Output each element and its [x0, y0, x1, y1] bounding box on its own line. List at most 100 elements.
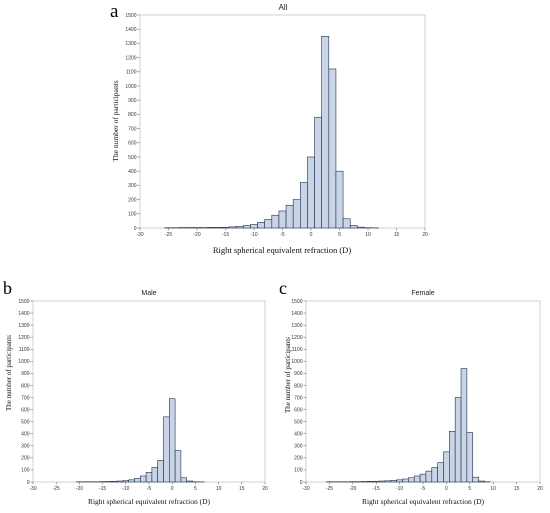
histogram-bar [250, 224, 258, 229]
histogram-bar [111, 480, 118, 483]
histogram-bar [140, 475, 147, 483]
y-tick-label: 1300 [125, 41, 136, 47]
histogram-bar [466, 432, 474, 483]
histogram-bar [292, 199, 301, 229]
histogram-bar [390, 480, 397, 483]
histogram-bar [235, 225, 244, 229]
histogram-bar [278, 210, 287, 229]
x-tick-label: -20 [193, 232, 200, 238]
y-tick-label: 800 [21, 383, 30, 389]
histogram-bar [384, 480, 392, 483]
y-tick-label: 1100 [19, 347, 30, 353]
x-tick-label: -25 [326, 486, 333, 492]
histogram-bar [163, 416, 170, 483]
plot-frame [32, 300, 266, 483]
y-tick-label: 1400 [291, 311, 302, 317]
plot-frame [139, 14, 426, 229]
histogram-bar [449, 431, 456, 483]
x-tick-label: -20 [349, 486, 356, 492]
x-tick-label: 5 [338, 232, 341, 238]
y-tick-label: 900 [128, 98, 137, 104]
histogram-bar [300, 182, 308, 229]
y-tick-label: 200 [21, 456, 30, 462]
y-tick-label: 500 [128, 155, 137, 161]
histogram-bar [271, 214, 280, 229]
histogram-bar [174, 450, 182, 483]
x-tick-label: 15 [239, 486, 245, 492]
x-tick-label: -10 [122, 486, 129, 492]
histogram-bar [478, 480, 485, 483]
y-tick-label: 700 [294, 395, 303, 401]
x-axis-label: Right spherical equivalent refraction (D… [88, 497, 211, 506]
y-tick-label: 0 [134, 226, 137, 232]
histogram-bar [443, 451, 450, 483]
y-tick-label: 1500 [291, 299, 302, 305]
x-tick-label: 15 [514, 486, 520, 492]
chart-panel-b: -30 -25 -20 -15 -10 -5 0 5 10 15 20010020030040050… [3, 278, 268, 506]
x-tick-label: 10 [490, 486, 496, 492]
histogram-bar [431, 467, 438, 483]
y-tick-label: 100 [294, 468, 303, 474]
histogram-bar [157, 459, 164, 483]
y-tick-label: 600 [128, 141, 137, 147]
histogram-bar [342, 218, 351, 229]
x-tick-label: 20 [422, 232, 428, 238]
y-tick-label: 600 [21, 407, 30, 413]
y-tick-label: 700 [128, 126, 137, 132]
y-tick-label: 1200 [125, 55, 136, 61]
y-tick-label: 600 [294, 407, 303, 413]
histogram-bar [207, 227, 216, 229]
histogram-bar [413, 475, 421, 483]
histogram-bar [314, 116, 322, 229]
histogram-bar [264, 219, 273, 229]
histogram-bar [437, 462, 444, 483]
x-tick-label: 20 [537, 486, 543, 492]
y-tick-label: 400 [21, 432, 30, 438]
histogram-bar [145, 472, 153, 483]
x-tick-label: 10 [216, 486, 222, 492]
x-tick-label: -15 [373, 486, 380, 492]
y-tick-label: 1500 [18, 299, 29, 305]
histogram-bar [221, 226, 230, 229]
y-tick-label: 200 [294, 456, 303, 462]
x-tick-label: 20 [262, 486, 268, 492]
panel-letter: b [3, 278, 12, 298]
x-tick-label: -10 [396, 486, 403, 492]
y-tick-label: 1400 [125, 27, 136, 33]
y-tick-label: 200 [128, 197, 137, 203]
histogram-bar [460, 368, 468, 483]
histogram-bar [128, 479, 135, 483]
x-tick-label: -30 [29, 486, 36, 492]
histogram-bar [425, 470, 433, 483]
x-tick-label: 0 [445, 486, 448, 492]
y-tick-label: 300 [21, 444, 30, 450]
y-tick-label: 400 [128, 169, 137, 175]
histogram-bar [454, 397, 462, 483]
x-tick-label: -5 [147, 486, 152, 492]
x-tick-label: -15 [222, 232, 229, 238]
y-tick-label: 800 [128, 112, 137, 118]
y-axis-label: The number of participants [5, 335, 13, 411]
y-tick-label: 1000 [291, 359, 302, 365]
x-tick-label: 0 [310, 232, 313, 238]
x-axis-label: Right spherical equivalent refraction (D… [362, 497, 485, 506]
y-tick-label: 1200 [291, 335, 302, 341]
x-tick-label: -15 [99, 486, 106, 492]
y-tick-label: 100 [21, 468, 30, 474]
histogram-bar [378, 480, 386, 483]
panel-letter: c [279, 278, 287, 298]
y-tick-label: 700 [21, 395, 30, 401]
chart-panel-c: -30 -25 -20 -15 -10 -5 0 5 10 15 20010020030040050… [279, 278, 543, 506]
histogram-bar [307, 156, 315, 229]
y-tick-label: 300 [294, 444, 303, 450]
y-tick-label: 900 [294, 371, 303, 377]
histogram-bar [472, 476, 479, 483]
y-tick-label: 1200 [18, 335, 29, 341]
y-tick-label: 1000 [125, 84, 136, 90]
histogram-bar [402, 478, 409, 483]
histogram-bar [328, 68, 337, 229]
histogram-bar [243, 225, 251, 229]
histogram-bar [151, 467, 158, 483]
histogram-bar [228, 226, 237, 229]
histogram-bar [257, 222, 265, 229]
